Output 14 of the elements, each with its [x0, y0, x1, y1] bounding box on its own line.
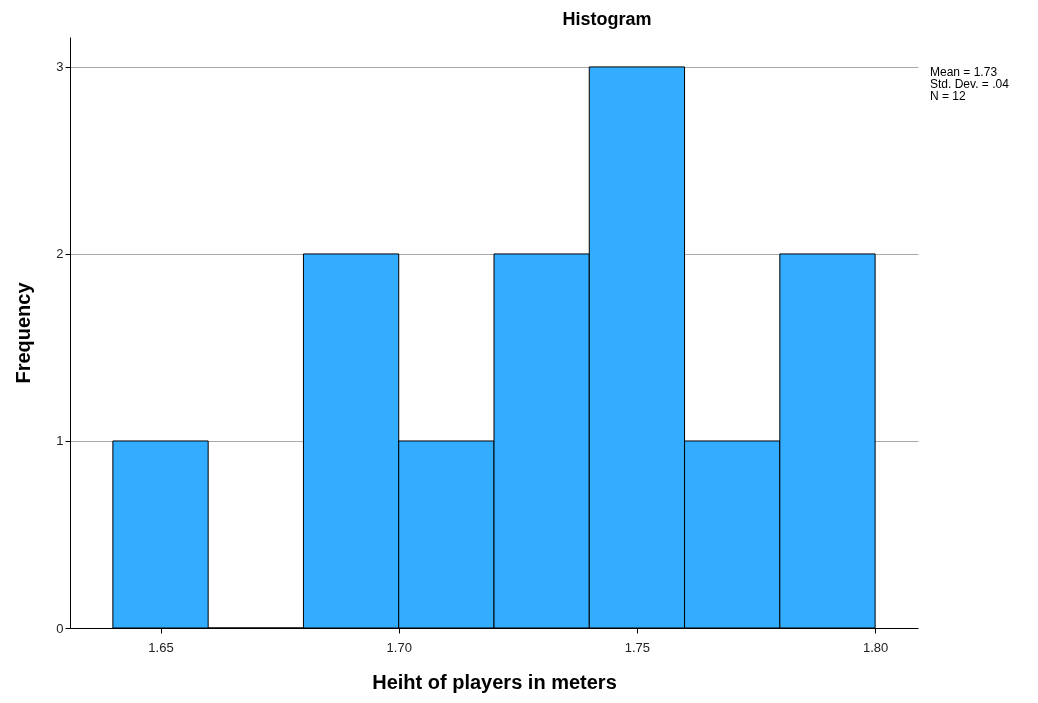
text: N = 12 — [930, 89, 967, 103]
y-tick-label: 2 — [56, 246, 64, 262]
x-tick-label: 1.80 — [862, 639, 889, 655]
y-tick-label: 1 — [56, 433, 64, 449]
y-axis-title: Frequency — [12, 281, 35, 384]
x-tick-label: 1.70 — [386, 639, 412, 655]
y-tick-label: 3 — [56, 59, 64, 75]
text: Mean = 1.73 — [930, 65, 998, 79]
chart-title: Histogram — [562, 9, 652, 29]
x-axis-title: Heiht of players in meters — [372, 670, 617, 693]
y-tick-label: 0 — [56, 620, 64, 636]
x-tick-label: 1.65 — [148, 639, 174, 655]
text: Std. Dev. = .04 — [930, 77, 1010, 91]
x-tick-label: 1.75 — [624, 639, 651, 655]
